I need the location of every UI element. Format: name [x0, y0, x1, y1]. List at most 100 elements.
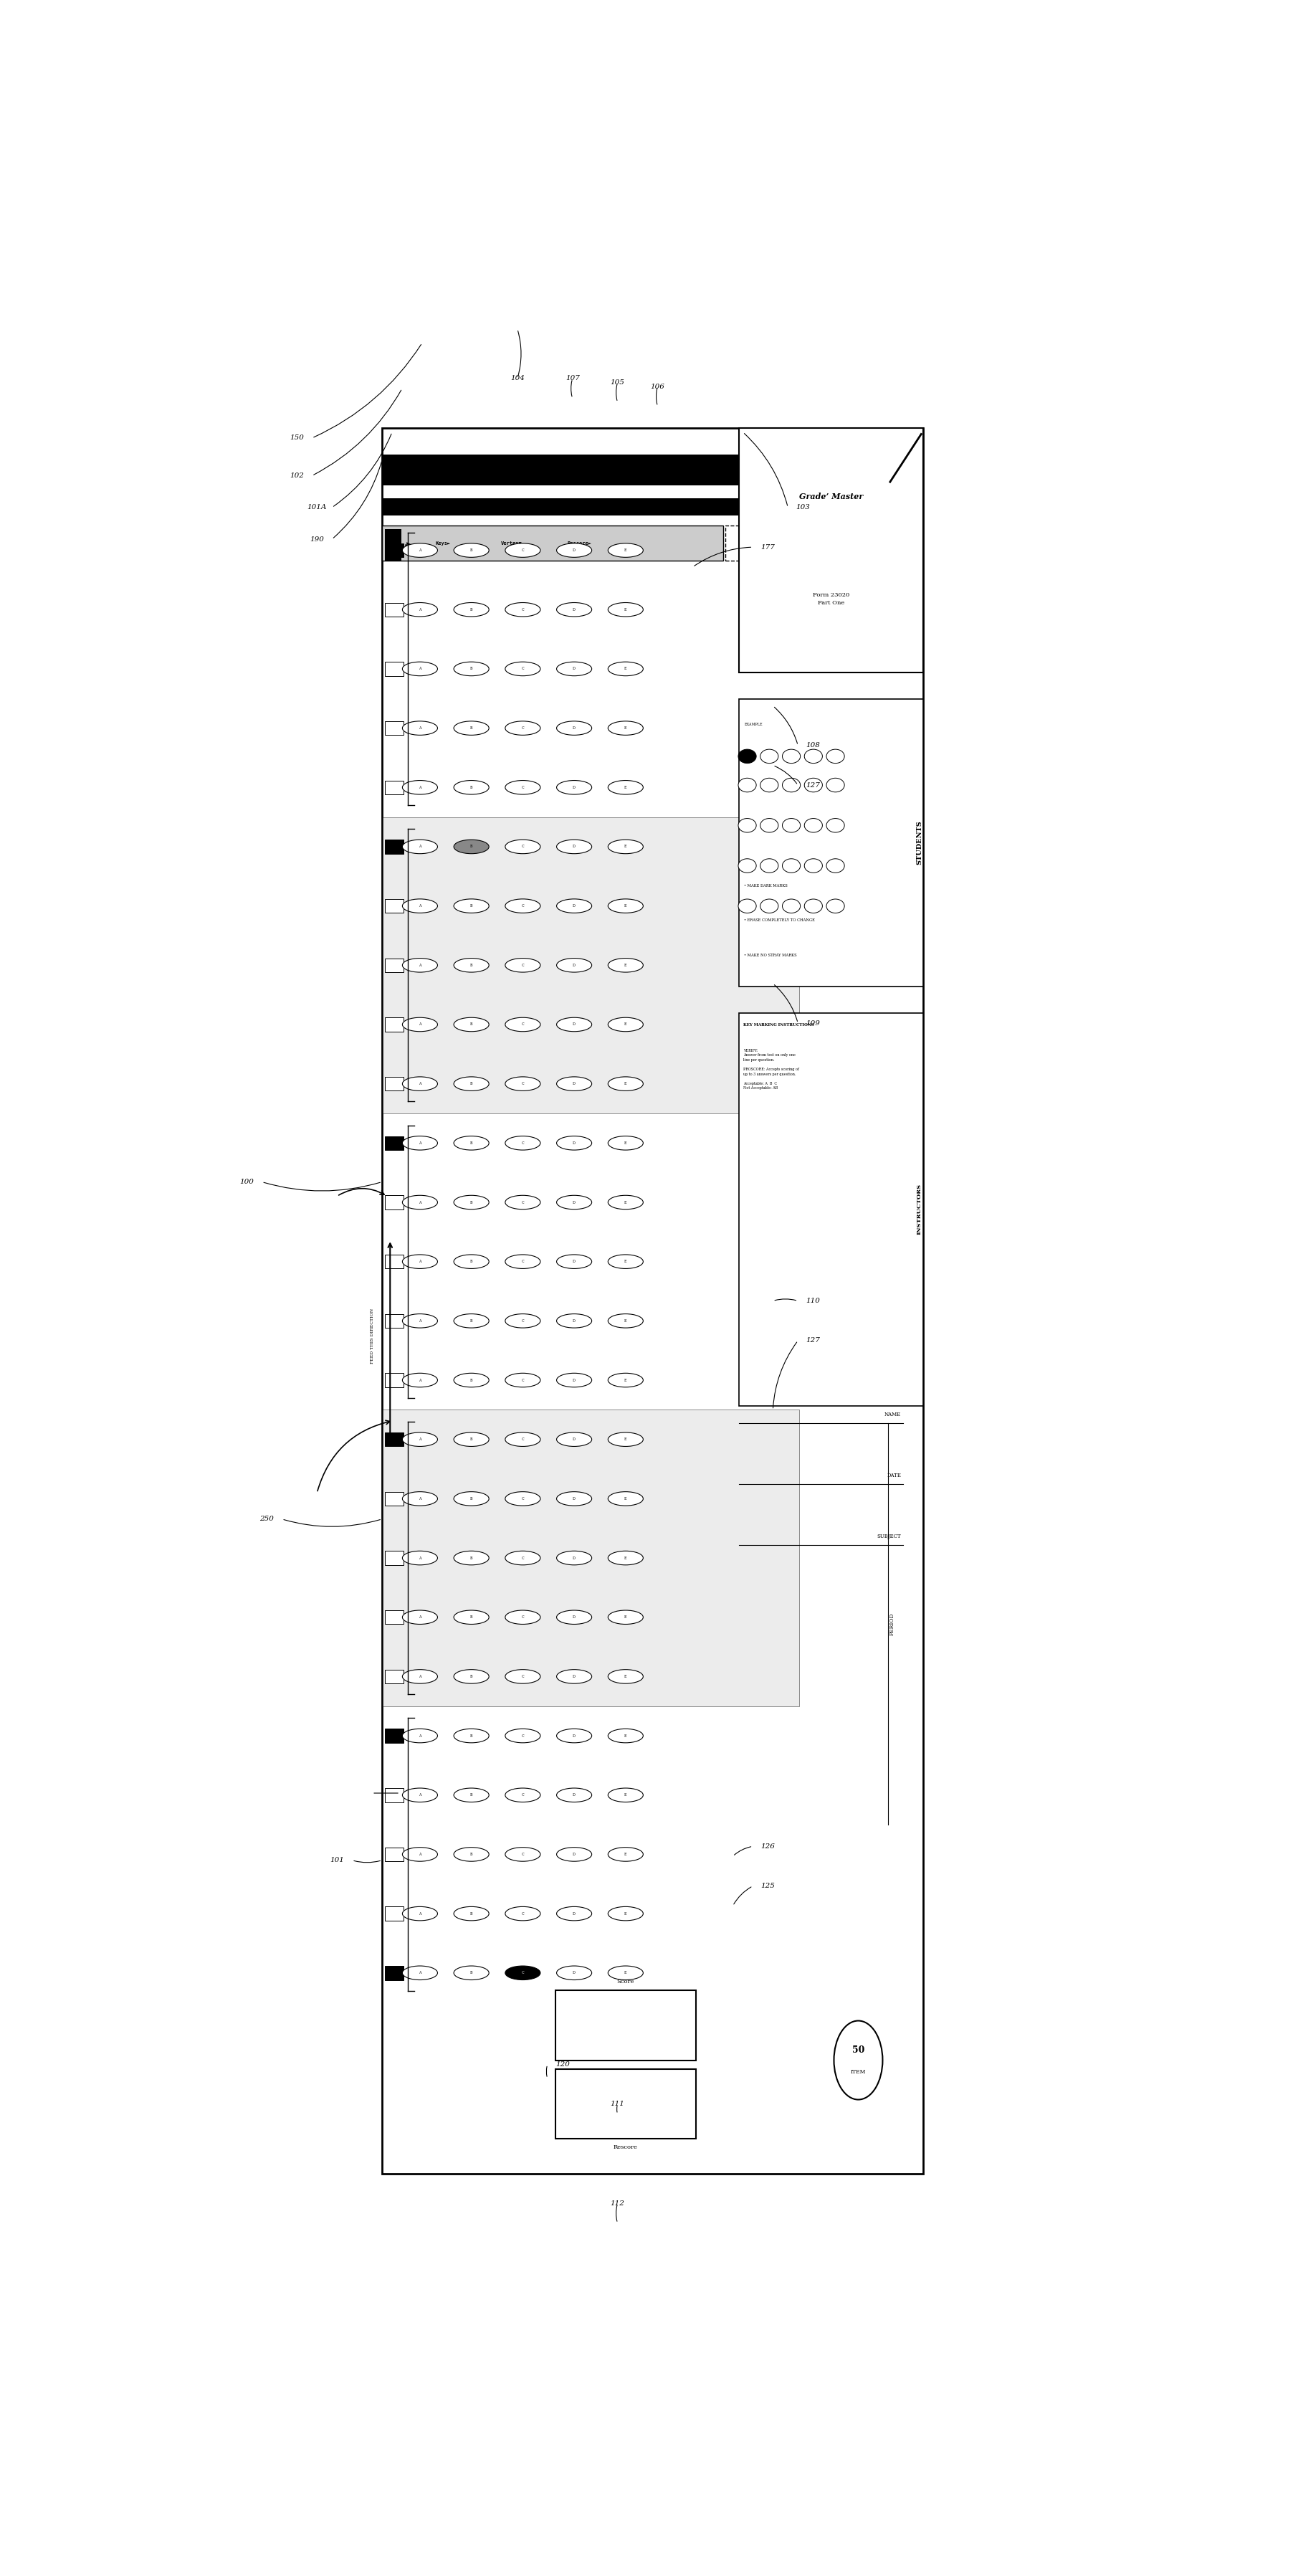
Text: D: D [573, 1734, 575, 1739]
Text: C: C [521, 1556, 524, 1561]
Text: 110: 110 [806, 1298, 820, 1303]
Ellipse shape [782, 819, 800, 832]
Ellipse shape [804, 750, 822, 762]
Ellipse shape [608, 1610, 643, 1625]
Text: D: D [573, 1082, 575, 1084]
Text: A: A [419, 786, 422, 788]
Bar [385, 1965, 403, 1981]
Bar [383, 453, 923, 487]
Ellipse shape [556, 1906, 592, 1922]
Bar [740, 428, 923, 672]
Ellipse shape [608, 1195, 643, 1208]
Ellipse shape [402, 1669, 437, 1685]
Ellipse shape [556, 544, 592, 556]
Text: PERIOD: PERIOD [890, 1613, 895, 1636]
Text: B: B [471, 845, 473, 848]
Ellipse shape [454, 1314, 489, 1327]
Text: E: E [625, 1674, 627, 1680]
Text: E: E [625, 1971, 627, 1976]
Text: A: A [419, 1200, 422, 1203]
Text: 18: 18 [406, 1556, 412, 1561]
Text: D: D [573, 1200, 575, 1203]
Ellipse shape [760, 858, 778, 873]
Text: E: E [625, 1556, 627, 1561]
Ellipse shape [506, 1610, 540, 1625]
Ellipse shape [556, 1847, 592, 1862]
Text: E: E [625, 1200, 627, 1203]
Text: 12: 12 [406, 1200, 412, 1206]
Ellipse shape [506, 781, 540, 793]
Bar [385, 603, 403, 616]
Text: 19: 19 [406, 1615, 412, 1620]
Bar [385, 1136, 403, 1149]
Text: E: E [625, 1793, 627, 1798]
Ellipse shape [556, 1314, 592, 1327]
Ellipse shape [454, 1847, 489, 1862]
Ellipse shape [506, 1314, 540, 1327]
Text: C: C [521, 1911, 524, 1917]
Text: C: C [521, 608, 524, 611]
Text: 23: 23 [406, 1852, 412, 1857]
Ellipse shape [826, 750, 844, 762]
Text: 101: 101 [330, 1857, 344, 1862]
Text: E: E [625, 667, 627, 670]
Ellipse shape [454, 781, 489, 793]
Text: A: A [419, 1437, 422, 1440]
Text: E: E [625, 1023, 627, 1025]
Text: C: C [521, 1497, 524, 1499]
Ellipse shape [402, 840, 437, 853]
Ellipse shape [608, 1669, 643, 1685]
Bar [385, 1551, 403, 1566]
Bar [385, 1669, 403, 1685]
Text: B: B [471, 608, 473, 611]
Text: 8: 8 [409, 963, 412, 969]
Text: D: D [573, 1911, 575, 1917]
Ellipse shape [402, 1432, 437, 1445]
Ellipse shape [454, 662, 489, 675]
Ellipse shape [608, 1492, 643, 1507]
Text: 5: 5 [409, 786, 412, 791]
Bar [385, 531, 401, 562]
Text: A: A [419, 726, 422, 729]
Text: 120: 120 [555, 2061, 570, 2069]
Ellipse shape [556, 1492, 592, 1507]
Text: 1: 1 [409, 549, 412, 554]
Ellipse shape [402, 781, 437, 793]
Ellipse shape [506, 958, 540, 971]
Bar [385, 662, 403, 675]
Ellipse shape [454, 1669, 489, 1685]
Text: A: A [419, 549, 422, 551]
Ellipse shape [556, 899, 592, 912]
Ellipse shape [608, 1847, 643, 1862]
Ellipse shape [402, 1077, 437, 1090]
Ellipse shape [556, 840, 592, 853]
Ellipse shape [608, 662, 643, 675]
Bar [385, 1018, 403, 1030]
Text: NAME: NAME [884, 1412, 901, 1417]
Bar [385, 1255, 403, 1267]
Text: A: A [419, 1734, 422, 1739]
Text: FEED THIS DIRECTION: FEED THIS DIRECTION [370, 1309, 374, 1363]
Text: 16: 16 [406, 1437, 412, 1443]
Text: VERIFY:
Answer from test on only one
line per question.

PROSCORE: Accepts scori: VERIFY: Answer from test on only one lin… [743, 1048, 799, 1090]
Text: B: B [471, 1852, 473, 1857]
Text: B: B [471, 1141, 473, 1144]
Ellipse shape [556, 1669, 592, 1685]
Text: 104: 104 [511, 376, 525, 381]
Ellipse shape [738, 778, 756, 791]
Text: B: B [471, 1200, 473, 1203]
Ellipse shape [402, 544, 437, 556]
Text: B: B [471, 1971, 473, 1976]
Ellipse shape [608, 1432, 643, 1445]
Ellipse shape [454, 840, 489, 853]
Text: C: C [521, 1852, 524, 1857]
Text: ITEM: ITEM [851, 2069, 866, 2074]
Ellipse shape [506, 1965, 540, 1981]
Ellipse shape [402, 1551, 437, 1566]
Bar [385, 1610, 403, 1625]
Text: Rescore: Rescore [613, 2146, 637, 2151]
Text: 127: 127 [806, 783, 820, 788]
Bar [740, 698, 923, 987]
Ellipse shape [454, 1965, 489, 1981]
Bar [555, 2069, 696, 2138]
